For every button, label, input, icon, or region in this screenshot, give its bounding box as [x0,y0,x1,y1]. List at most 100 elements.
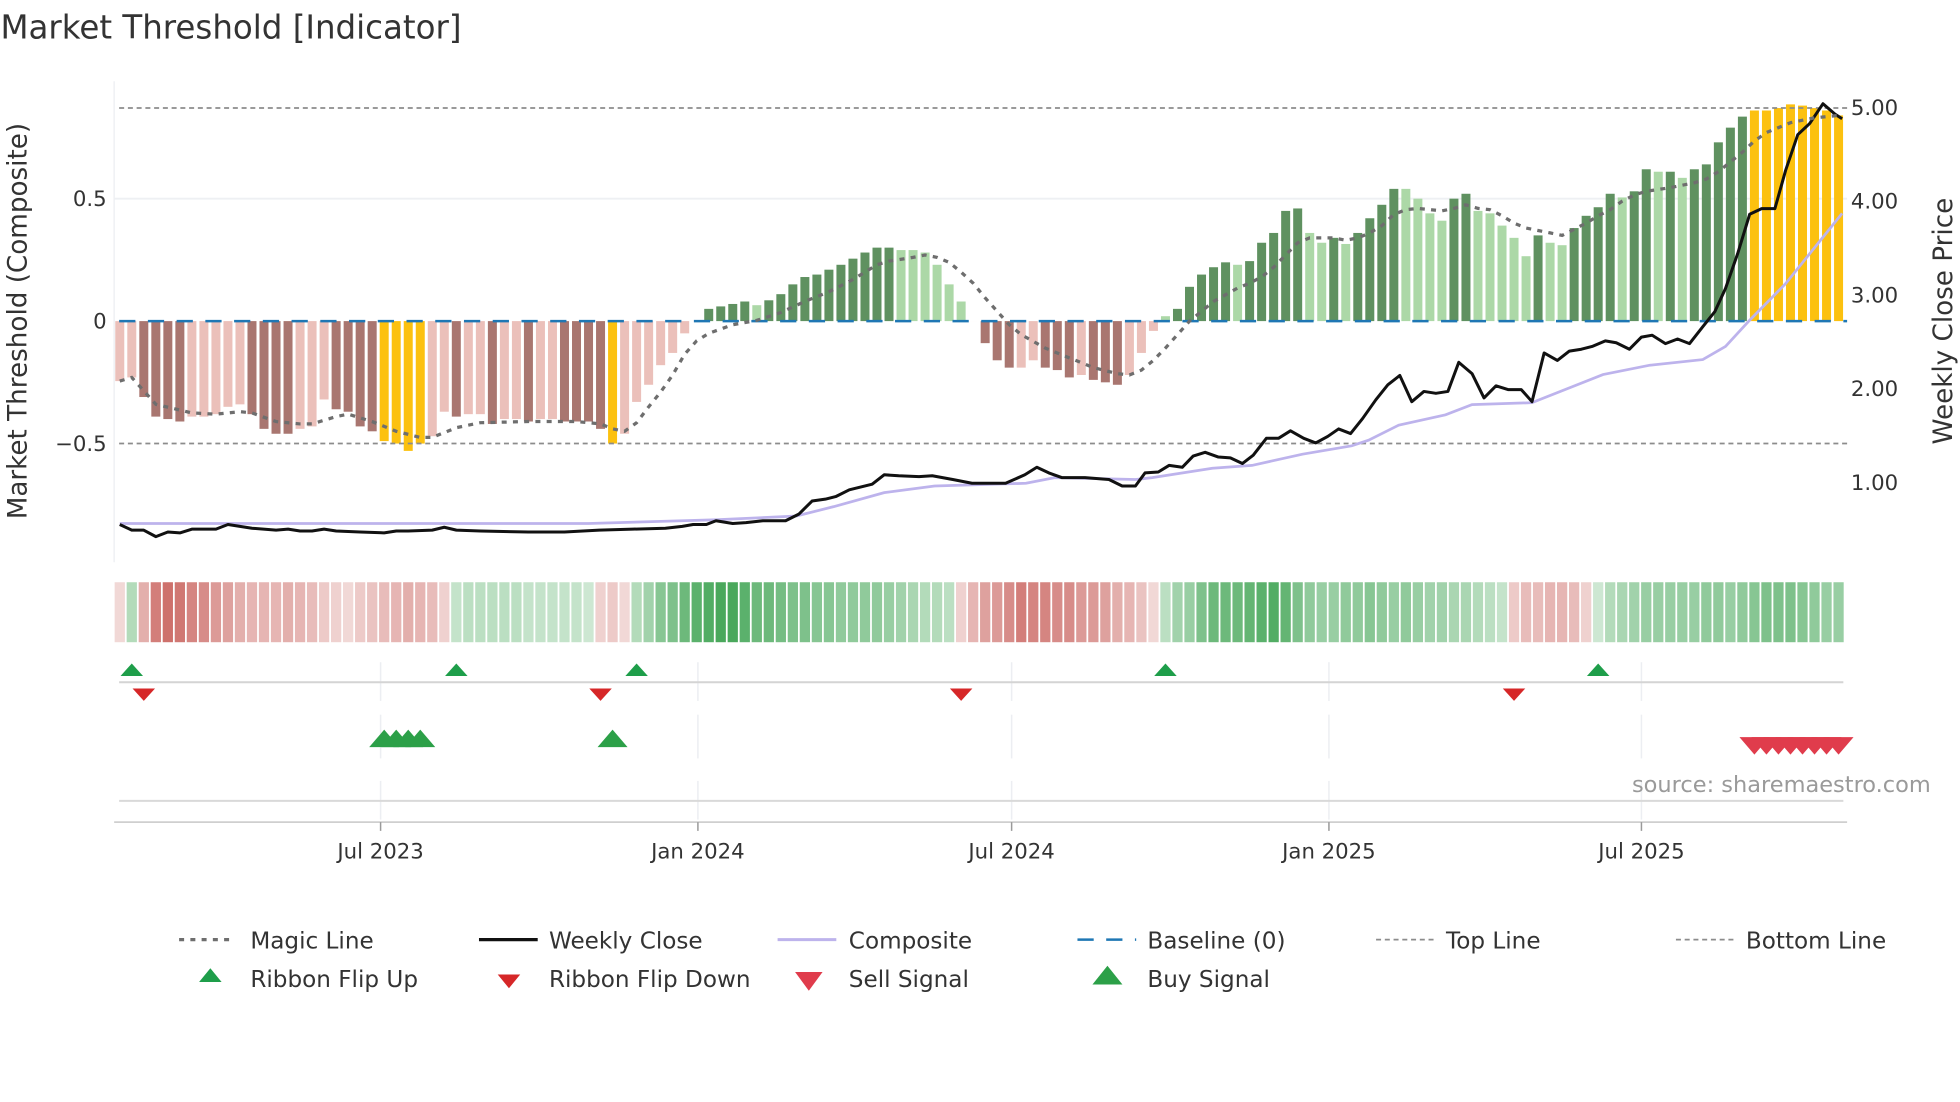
threshold-bar [1377,204,1387,322]
legend-label: Sell Signal [849,967,969,993]
threshold-bar [1557,245,1567,322]
threshold-bar [608,321,618,444]
ribbon-cell [907,582,919,643]
ribbon-cell [1761,582,1772,643]
threshold-bar [1064,321,1074,378]
threshold-bar [1629,191,1639,322]
ribbon-cell [1629,582,1640,643]
threshold-bar [944,284,954,322]
threshold-bar [1749,110,1759,322]
threshold-bar [980,321,990,344]
magic-line [119,113,1839,440]
threshold-bar [1665,171,1675,322]
threshold-bar [283,321,293,434]
ribbon-cell [1352,582,1363,643]
ribbon-cell [1496,582,1508,643]
threshold-bar [187,321,197,417]
buy-signal-marker [405,729,436,748]
source-caption: source: sharemaestro.com [1632,772,1931,798]
threshold-bar [1449,198,1459,322]
ribbon-cell [1196,582,1207,643]
threshold-bar [463,321,473,415]
ribbon-cell [595,582,606,643]
ribbon-cell [1424,582,1436,643]
ribbon-cell [1100,582,1111,643]
right-tick-label: 5.00 [1851,96,1898,121]
ribbon-cell [1677,582,1688,643]
legend-item-composite: Composite [777,928,972,954]
threshold-bar [1100,321,1110,383]
ribbon-cell [1689,582,1700,643]
threshold-bar [1028,321,1038,361]
ribbon-cell [1148,582,1159,643]
ribbon-cell [1569,582,1580,643]
left-axis-ticks: 0.5 0 −0.5 [55,187,107,457]
ribbon-cell [535,582,546,643]
legend-item-sell-signal: Sell Signal [795,967,969,993]
ribbon-cell [222,582,234,643]
sell-signal-marker [1823,737,1854,755]
threshold-bar [896,250,906,322]
threshold-bar [1209,267,1219,322]
ribbon-cell [391,582,402,643]
threshold-bar [1413,198,1423,322]
ribbon-cell [1520,582,1532,643]
threshold-bar [764,300,774,322]
threshold-bar [1533,235,1543,322]
ribbon-cell [992,582,1003,643]
ribbon-cell [715,582,726,643]
threshold-bar [1016,321,1026,368]
x-tick-label: Jan 2025 [1280,839,1376,864]
ribbon-cell [318,582,330,643]
ribbon-cell [1821,582,1832,643]
ribbon-cell [1544,582,1556,643]
threshold-bar [728,303,738,322]
threshold-bar [547,321,557,420]
ribbon-cell [775,582,786,643]
x-tick-label: Jul 2023 [335,839,423,864]
threshold-bar [163,321,173,420]
ribbon-cell [1448,582,1460,643]
ribbon-cell [1220,582,1231,643]
legend-item-top-line: Top Line [1376,928,1541,954]
ribbon-cell [246,582,258,643]
threshold-bar [1617,197,1627,322]
threshold-bar [572,321,582,422]
ribbon-cell [1124,582,1135,643]
ribbon-cell [1016,582,1027,643]
ribbon-cell [114,582,125,643]
ribbon-cell [511,582,522,643]
threshold-bar [1233,264,1243,322]
threshold-bar [1497,225,1507,322]
threshold-bar [1365,218,1375,322]
ribbon-cell [1460,582,1472,643]
legend-label: Magic Line [250,928,373,954]
ribbon-cell [1040,582,1051,643]
ribbon-cell [943,582,955,643]
threshold-bar [451,321,461,417]
ribbon-cell [1388,582,1399,643]
ribbon-cell [126,582,137,643]
threshold-bar [752,305,762,322]
threshold-bar [1341,243,1351,322]
threshold-bar [932,264,942,322]
ribbon-cell [1809,582,1820,643]
ribbon-cell [1593,582,1604,643]
threshold-bar [115,321,125,382]
legend-item-magic-line: Magic Line [179,928,374,954]
ribbon-cell [667,582,678,643]
ribbon-cell [1665,582,1676,643]
threshold-bar [127,321,137,378]
threshold-bar [331,321,341,410]
threshold-bar [427,321,437,437]
ribbon-cell [343,582,354,643]
threshold-bar [1473,210,1483,322]
ribbon-cell [487,582,498,643]
legend-item-ribbon-flip-down: Ribbon Flip Down [497,967,751,993]
ribbon-cell [1088,582,1099,643]
ribbon-cell [655,582,666,643]
ribbon-cell [919,582,931,643]
threshold-bar [1389,188,1399,322]
threshold-bar [1221,262,1231,322]
ribbon-cell [1208,582,1219,643]
